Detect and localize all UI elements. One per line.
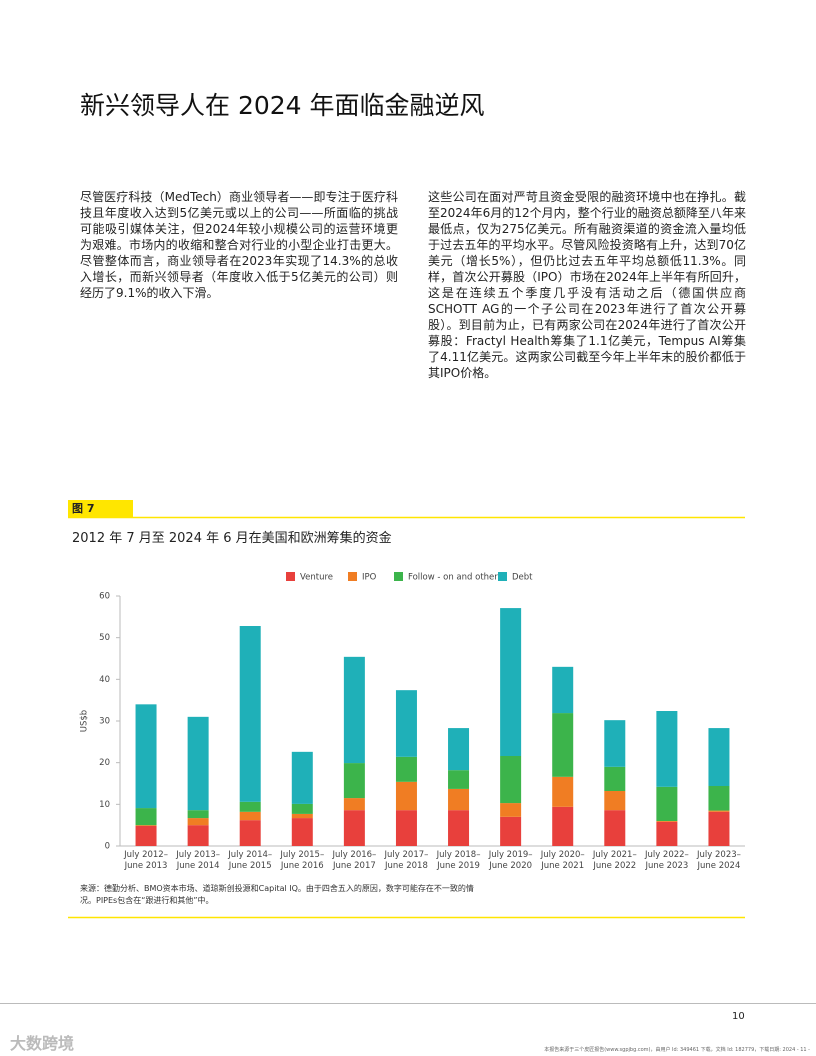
bar-segment [656, 786, 678, 821]
x-tick-label: July 2020–June 2021 [540, 850, 585, 871]
bar-segment [291, 751, 313, 804]
bar-segment [604, 720, 626, 767]
bar-segment [656, 821, 678, 846]
bar-segment [708, 810, 730, 812]
watermark: 大数跨境 [10, 1034, 75, 1053]
x-tick-label: July 2018–June 2019 [436, 850, 481, 871]
bar-segment [552, 776, 574, 807]
bar-segment [500, 608, 522, 756]
legend-swatch [394, 572, 403, 581]
bar-segment [135, 808, 157, 826]
bar-segment [552, 806, 574, 846]
legend-label: Follow - on and other [408, 573, 498, 583]
y-tick-label: 60 [99, 592, 110, 602]
bar-segment [239, 626, 261, 802]
bar-segment [448, 788, 470, 811]
bar-segment [604, 766, 626, 791]
bar-segment [448, 728, 470, 771]
figure-label: 图 7 [68, 500, 133, 517]
bar-segment [239, 820, 261, 846]
page-title: 新兴领导人在 2024 年面临金融逆风 [80, 91, 485, 120]
x-tick-label: July 2012–June 2013 [124, 850, 168, 871]
x-tick-label: July 2016–June 2017 [332, 850, 377, 871]
bar-segment [135, 825, 157, 826]
bar-segment [239, 811, 261, 821]
bar-segment [500, 803, 522, 817]
y-tick-label: 30 [99, 717, 110, 727]
x-tick-label: July 2022–June 2023 [644, 850, 689, 871]
bar-segment [708, 728, 730, 786]
bar-segment [343, 656, 365, 764]
bar-segment [395, 756, 417, 782]
y-tick-label: 20 [99, 758, 110, 768]
bar-segment [552, 666, 574, 714]
source-note: 来源：德勤分析、BMO资本市场、道琼斯创投源和Capital IQ。由于四舍五入… [80, 884, 474, 905]
bar-segment [708, 811, 730, 846]
x-tick-label: July 2013–June 2014 [176, 850, 221, 871]
y-tick-label: 0 [105, 842, 110, 852]
bar-segment [552, 713, 574, 777]
bar-segment [291, 818, 313, 846]
bar-segment [604, 791, 626, 811]
paragraph: 尽管医疗科技（MedTech）商业领导者——即专注于医疗科技且年度收入达到5亿美… [80, 190, 398, 300]
bar-segment [395, 781, 417, 811]
legend-swatch [498, 572, 507, 581]
x-tick-label: July 2023–June 2024 [697, 850, 741, 871]
legend-swatch [286, 572, 295, 581]
footer: 本报告来源于三个皮匠报告(www.sgpjbg.com)，由用户 Id: 349… [544, 1047, 810, 1053]
bar-segment [604, 810, 626, 846]
bar-segment [343, 798, 365, 811]
bar-segment [343, 763, 365, 799]
bar-segment [500, 756, 522, 804]
bar-segment [135, 826, 157, 846]
bar-segment [448, 810, 470, 846]
bar-segment [187, 825, 209, 846]
bar-segment [656, 711, 678, 787]
y-tick-label: 40 [99, 675, 110, 685]
y-tick-label: 50 [99, 633, 110, 643]
legend-label: Debt [512, 573, 533, 583]
x-tick-label: July 2021–June 2022 [592, 850, 637, 871]
x-tick-label: July 2017–June 2018 [384, 850, 429, 871]
x-tick-label: July 2014–June 2015 [228, 850, 273, 871]
chart-title: 2012 年 7 月至 2024 年 6 月在美国和欧洲筹集的资金 [72, 531, 392, 546]
bar-segment [656, 821, 678, 822]
bar-segment [187, 810, 209, 819]
bar-segment [135, 704, 157, 809]
legend-label: Venture [300, 573, 333, 583]
bar-segment [291, 803, 313, 814]
bar-segment [187, 716, 209, 811]
y-tick-label: 10 [99, 800, 110, 810]
bar-segment [395, 810, 417, 846]
y-axis-label: US$b [80, 710, 90, 732]
paragraph: 这些公司在面对严苛且资金受限的融资环境中也在挣扎。截至2024年6月的12个月内… [428, 190, 746, 380]
bar-segment [448, 770, 470, 789]
bar-segment [291, 813, 313, 819]
legend-label: IPO [362, 573, 377, 583]
bar-segment [500, 816, 522, 846]
page-number: 10 [732, 1011, 745, 1022]
legend-swatch [348, 572, 357, 581]
x-tick-label: July 2019–June 2020 [488, 850, 533, 871]
x-tick-label: July 2015–June 2016 [280, 850, 325, 871]
bar-segment [187, 818, 209, 826]
bar-segment [395, 690, 417, 757]
bar-segment [239, 801, 261, 812]
bar-segment [343, 810, 365, 846]
bar-segment [708, 786, 730, 811]
